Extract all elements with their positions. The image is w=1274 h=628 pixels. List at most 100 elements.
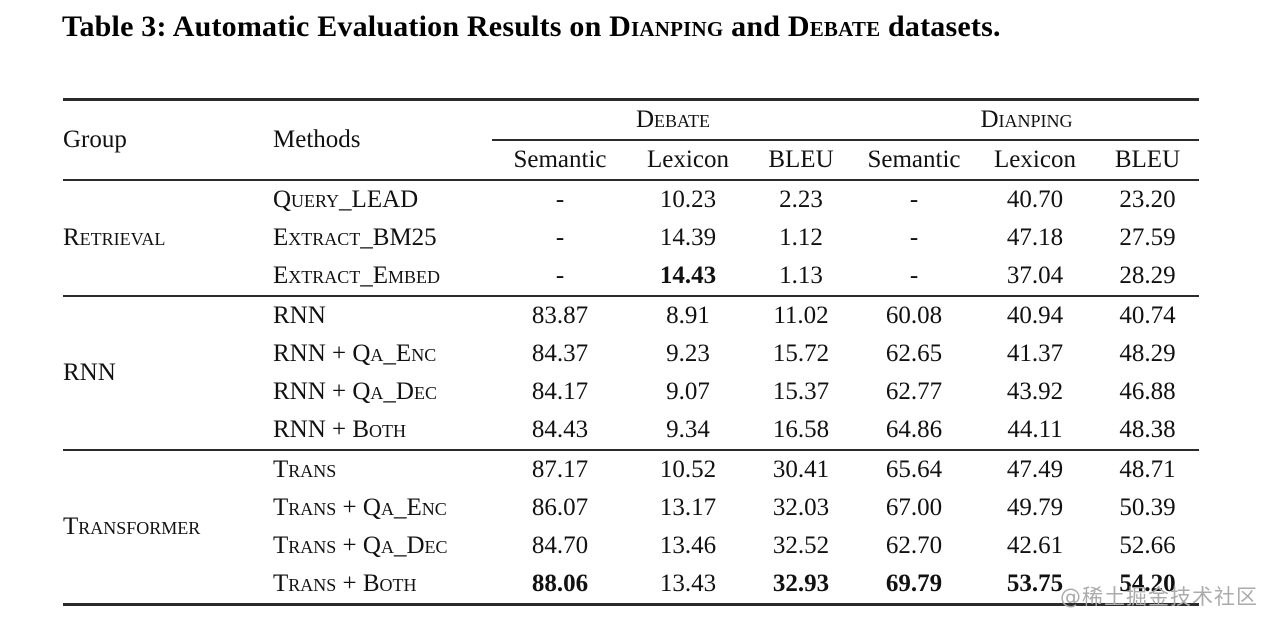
- group-label: Retrieval: [63, 224, 166, 251]
- value-cell: 16.58: [772, 416, 830, 443]
- metric-header-bleu: BLEU: [1096, 140, 1199, 181]
- table-row: Trans + Both 88.06 13.43 32.93 69.79 53.…: [63, 565, 1199, 605]
- value-cell: 13.46: [659, 532, 717, 559]
- value-cell: 30.41: [772, 456, 830, 483]
- table-row: Extract_Embed - 14.43 1.13 - 37.04 28.29: [63, 257, 1199, 296]
- method-label: Trans: [273, 456, 337, 483]
- value-cell: 32.93: [772, 570, 830, 597]
- group-retrieval: Retrieval Query_LEAD - 10.23 2.23 - 40.7…: [63, 180, 1199, 296]
- group-label: Transformer: [63, 513, 201, 540]
- header-row-metrics: Semantic Lexicon BLEU Semantic Lexicon B…: [63, 140, 1199, 181]
- value-cell: 11.02: [773, 302, 829, 329]
- value-cell: 40.94: [1006, 302, 1064, 329]
- value-cell: 49.79: [1006, 494, 1064, 521]
- value-cell: 13.43: [659, 570, 717, 597]
- value-cell: 14.43: [659, 262, 717, 289]
- value-cell: 69.79: [885, 570, 943, 597]
- method-label: RNN + Qa_Dec: [273, 378, 437, 405]
- value-cell: 47.18: [1006, 224, 1064, 251]
- value-cell: -: [909, 224, 919, 251]
- value-cell: 53.75: [1006, 570, 1064, 597]
- value-cell: 8.91: [666, 302, 710, 329]
- value-cell: 64.86: [885, 416, 943, 443]
- method-label: Extract_BM25: [273, 224, 437, 251]
- dataset-header-debate: Debate: [492, 99, 854, 141]
- table-row: Transformer Trans 87.17 10.52 30.41 65.6…: [63, 450, 1199, 540]
- metric-header-bleu: BLEU: [748, 140, 854, 181]
- table-row: Trans + Qa_Dec 84.70 13.46 32.52 62.70 4…: [63, 527, 1199, 565]
- value-cell: 54.20: [1119, 570, 1176, 597]
- value-cell: 88.06: [531, 570, 589, 597]
- value-cell: 41.37: [1006, 340, 1064, 367]
- method-label: Trans + Qa_Dec: [273, 532, 448, 559]
- value-cell: 86.07: [531, 494, 589, 521]
- value-cell: 87.17: [531, 456, 589, 483]
- metric-header-semantic: Semantic: [492, 140, 628, 181]
- metric-header-lexicon: Lexicon: [628, 140, 748, 181]
- value-cell: 67.00: [885, 494, 943, 521]
- value-cell: 9.34: [666, 416, 710, 443]
- value-cell: 84.37: [531, 340, 589, 367]
- group-transformer: Transformer Trans 87.17 10.52 30.41 65.6…: [63, 450, 1199, 605]
- value-cell: 9.23: [666, 340, 710, 367]
- value-cell: 83.87: [531, 302, 589, 329]
- value-cell: 10.23: [659, 186, 717, 213]
- results-table: Group Methods Debate Dianping Semantic L…: [63, 98, 1199, 606]
- value-cell: 15.72: [772, 340, 830, 367]
- value-cell: 1.13: [779, 262, 823, 289]
- value-cell: 10.52: [659, 456, 717, 483]
- value-cell: 62.77: [885, 378, 943, 405]
- table-row: Trans + Qa_Enc 86.07 13.17 32.03 67.00 4…: [63, 489, 1199, 527]
- value-cell: 48.29: [1119, 340, 1176, 367]
- column-header-group: Group: [63, 99, 273, 181]
- table-header: Group Methods Debate Dianping Semantic L…: [63, 99, 1199, 181]
- value-cell: 84.43: [531, 416, 589, 443]
- table-row: Retrieval Query_LEAD - 10.23 2.23 - 40.7…: [63, 180, 1199, 251]
- value-cell: 48.38: [1119, 416, 1176, 443]
- value-cell: 15.37: [772, 378, 830, 405]
- value-cell: -: [909, 186, 919, 213]
- value-cell: 47.49: [1006, 456, 1064, 483]
- value-cell: 40.70: [1006, 186, 1064, 213]
- table-row: RNN + Qa_Dec 84.17 9.07 15.37 62.77 43.9…: [63, 373, 1199, 411]
- watermark: @稀土掘金技术社区: [1060, 585, 1258, 609]
- value-cell: 62.65: [885, 340, 943, 367]
- value-cell: -: [555, 224, 565, 251]
- table-row: RNN + Qa_Enc 84.37 9.23 15.72 62.65 41.3…: [63, 335, 1199, 373]
- value-cell: 62.70: [885, 532, 943, 559]
- metric-header-semantic: Semantic: [854, 140, 974, 181]
- table-caption: Table 3: Automatic Evaluation Results on…: [62, 10, 1202, 44]
- column-header-methods: Methods: [273, 99, 492, 181]
- value-cell: 14.39: [659, 224, 717, 251]
- value-cell: 43.92: [1006, 378, 1064, 405]
- value-cell: 23.20: [1119, 186, 1176, 213]
- value-cell: 1.12: [779, 224, 823, 251]
- value-cell: 48.71: [1119, 456, 1176, 483]
- value-cell: 46.88: [1119, 378, 1176, 405]
- value-cell: 84.70: [531, 532, 589, 559]
- value-cell: 50.39: [1119, 494, 1176, 521]
- value-cell: -: [555, 262, 565, 289]
- method-label: Extract_Embed: [273, 262, 441, 289]
- table-row: Extract_BM25 - 14.39 1.12 - 47.18 27.59: [63, 219, 1199, 257]
- method-label: Trans + Qa_Enc: [273, 494, 447, 521]
- value-cell: 32.52: [772, 532, 830, 559]
- method-label: RNN: [273, 302, 326, 329]
- value-cell: -: [555, 186, 565, 213]
- table-row: RNN RNN 83.87 8.91 11.02 60.08 40.94 40.…: [63, 296, 1199, 386]
- method-label: Trans + Both: [273, 570, 417, 597]
- value-cell: 27.59: [1119, 224, 1176, 251]
- caption-text: and: [723, 10, 788, 43]
- value-cell: 2.23: [779, 186, 823, 213]
- caption-text: Table 3: Automatic Evaluation Results on: [62, 10, 610, 43]
- header-row-datasets: Group Methods Debate Dianping: [63, 99, 1199, 181]
- caption-dataset-dianping: Dianping: [609, 10, 724, 43]
- value-cell: 84.17: [531, 378, 589, 405]
- value-cell: 37.04: [1006, 262, 1064, 289]
- caption-dataset-debate: Debate: [787, 10, 881, 43]
- value-cell: 65.64: [885, 456, 943, 483]
- value-cell: 52.66: [1119, 532, 1176, 559]
- value-cell: 32.03: [772, 494, 830, 521]
- value-cell: 42.61: [1006, 532, 1064, 559]
